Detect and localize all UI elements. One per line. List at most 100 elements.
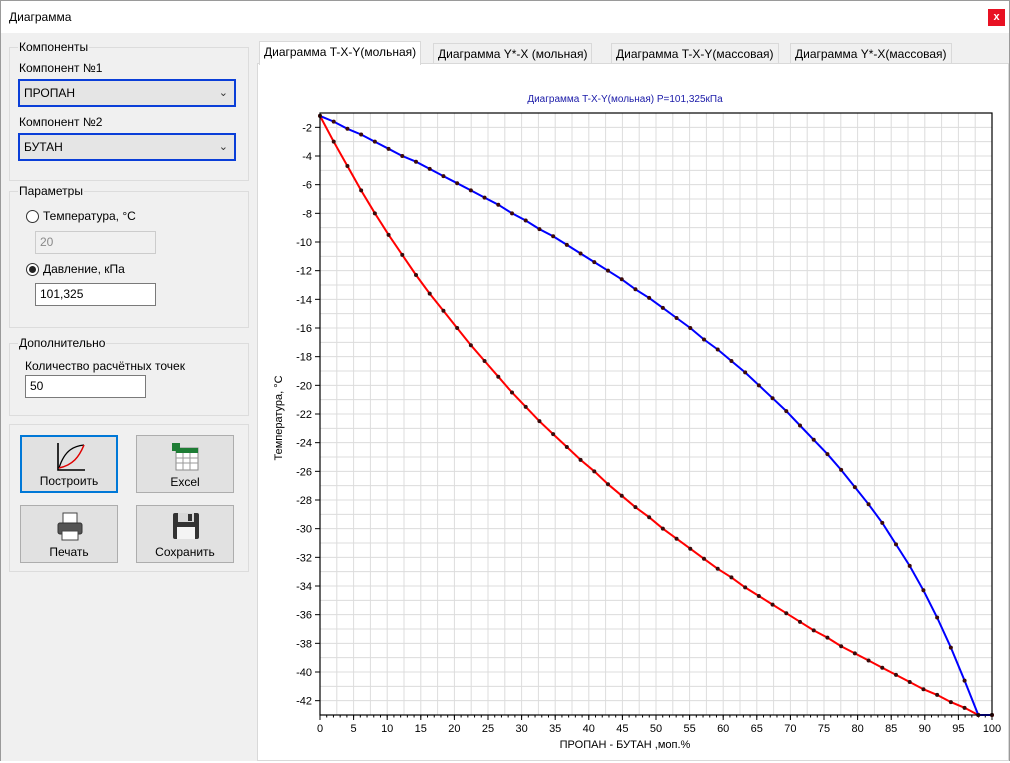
data-point — [660, 526, 665, 531]
x-tick-label: 45 — [616, 723, 628, 735]
data-point — [427, 166, 432, 171]
tab-panel: Диаграмма T-X-Y(мольная) P=101,325кПа -2… — [257, 63, 1009, 761]
data-point — [674, 315, 679, 320]
component1-label: Компонент №1 — [19, 61, 103, 75]
tab-txy-mass[interactable]: Диаграмма T-X-Y(массовая) — [611, 43, 779, 64]
chart-curve-icon — [57, 443, 85, 471]
component1-value: ПРОПАН — [24, 86, 75, 100]
y-tick-label: -16 — [296, 323, 312, 335]
data-point — [811, 628, 816, 633]
save-button-label: Сохранить — [155, 545, 215, 559]
build-button-label: Построить — [39, 474, 99, 488]
data-point — [592, 469, 597, 474]
data-point — [798, 423, 803, 428]
chevron-down-icon: ⌄ — [218, 141, 228, 153]
y-tick-label: -22 — [296, 409, 312, 421]
data-point — [770, 396, 775, 401]
data-point — [743, 370, 748, 375]
series-line-1 — [319, 115, 992, 716]
x-tick-label: 85 — [885, 723, 897, 735]
x-tick-label: 5 — [351, 723, 357, 735]
data-point — [784, 409, 789, 414]
title-bar: Диаграмма x — [1, 1, 1009, 33]
data-point — [331, 139, 336, 144]
data-point — [798, 619, 803, 624]
x-tick-label: 10 — [381, 723, 393, 735]
data-point — [825, 635, 830, 640]
y-tick-label: -2 — [302, 122, 312, 134]
component1-select[interactable]: ПРОПАН ⌄ — [18, 79, 236, 107]
y-tick-label: -10 — [296, 237, 312, 249]
chart-title: Диаграмма T-X-Y(мольная) P=101,325кПа — [527, 94, 723, 105]
component2-select[interactable]: БУТАН ⌄ — [18, 133, 236, 161]
x-tick-label: 25 — [482, 723, 494, 735]
y-tick-label: -34 — [296, 581, 312, 593]
data-point — [647, 295, 652, 300]
tab-yx-mass[interactable]: Диаграмма Y*-X(массовая) — [790, 43, 952, 64]
y-tick-label: -26 — [296, 466, 312, 478]
data-point — [921, 588, 926, 593]
data-point — [427, 291, 432, 296]
data-point — [756, 594, 761, 599]
plot-frame — [319, 112, 993, 716]
x-tick-label: 90 — [919, 723, 931, 735]
temperature-input[interactable]: 20 — [35, 231, 156, 254]
data-point — [784, 611, 789, 616]
x-tick-label: 100 — [983, 723, 1001, 735]
temperature-radio[interactable] — [26, 210, 39, 223]
data-point — [715, 347, 720, 352]
data-point — [907, 680, 912, 685]
pressure-radio[interactable] — [26, 263, 39, 276]
data-point — [455, 326, 460, 330]
data-point — [880, 520, 885, 525]
data-point — [633, 287, 638, 292]
data-point — [523, 404, 528, 409]
data-point — [413, 159, 418, 164]
data-point — [605, 268, 610, 273]
excel-button-label: Excel — [170, 475, 200, 489]
x-tick-label: 95 — [952, 723, 964, 735]
data-point — [551, 432, 556, 437]
data-point — [907, 563, 912, 568]
data-point — [619, 493, 624, 498]
data-point — [468, 188, 473, 193]
x-tick-label: 0 — [317, 723, 323, 735]
tab-yx-molar[interactable]: Диаграмма Y*-X (мольная) — [433, 43, 593, 64]
y-tick-label: -24 — [296, 438, 312, 450]
x-tick-label: 40 — [583, 723, 595, 735]
y-tick-label: -36 — [296, 610, 312, 622]
data-point — [345, 164, 350, 169]
points-input[interactable]: 50 — [25, 375, 146, 398]
data-point — [482, 195, 487, 200]
pressure-label: Давление, кПа — [43, 262, 125, 276]
data-point — [386, 146, 391, 151]
actions-group: Построить Excel — [9, 424, 249, 572]
data-point — [852, 485, 857, 490]
data-point — [633, 505, 638, 510]
data-point — [496, 374, 501, 379]
close-button[interactable]: x — [988, 9, 1005, 26]
x-tick-label: 60 — [717, 723, 729, 735]
x-axis-label: ПРОПАН - БУТАН ,моп.% — [560, 739, 691, 751]
save-button[interactable]: Сохранить — [136, 505, 234, 563]
components-group-title: Компоненты — [18, 40, 90, 54]
data-point — [523, 218, 528, 223]
data-point — [372, 211, 377, 216]
data-point — [702, 556, 707, 561]
y-tick-label: -14 — [296, 294, 312, 306]
excel-button[interactable]: Excel — [136, 435, 234, 493]
data-point — [592, 260, 597, 265]
data-point — [743, 585, 748, 590]
pressure-input[interactable]: 101,325 — [35, 283, 156, 306]
data-point — [400, 252, 405, 257]
data-point — [386, 232, 391, 237]
build-button[interactable]: Построить — [20, 435, 118, 493]
tab-txy-molar[interactable]: Диаграмма T-X-Y(мольная) — [259, 41, 422, 65]
y-tick-label: -40 — [296, 667, 312, 679]
right-panel: Диаграмма T-X-Y(мольная) Диаграмма Y*-X … — [257, 33, 1009, 761]
data-point — [441, 174, 446, 179]
print-button[interactable]: Печать — [20, 505, 118, 563]
data-point — [839, 644, 844, 649]
txy-chart: Диаграмма T-X-Y(мольная) P=101,325кПа -2… — [273, 94, 1001, 751]
